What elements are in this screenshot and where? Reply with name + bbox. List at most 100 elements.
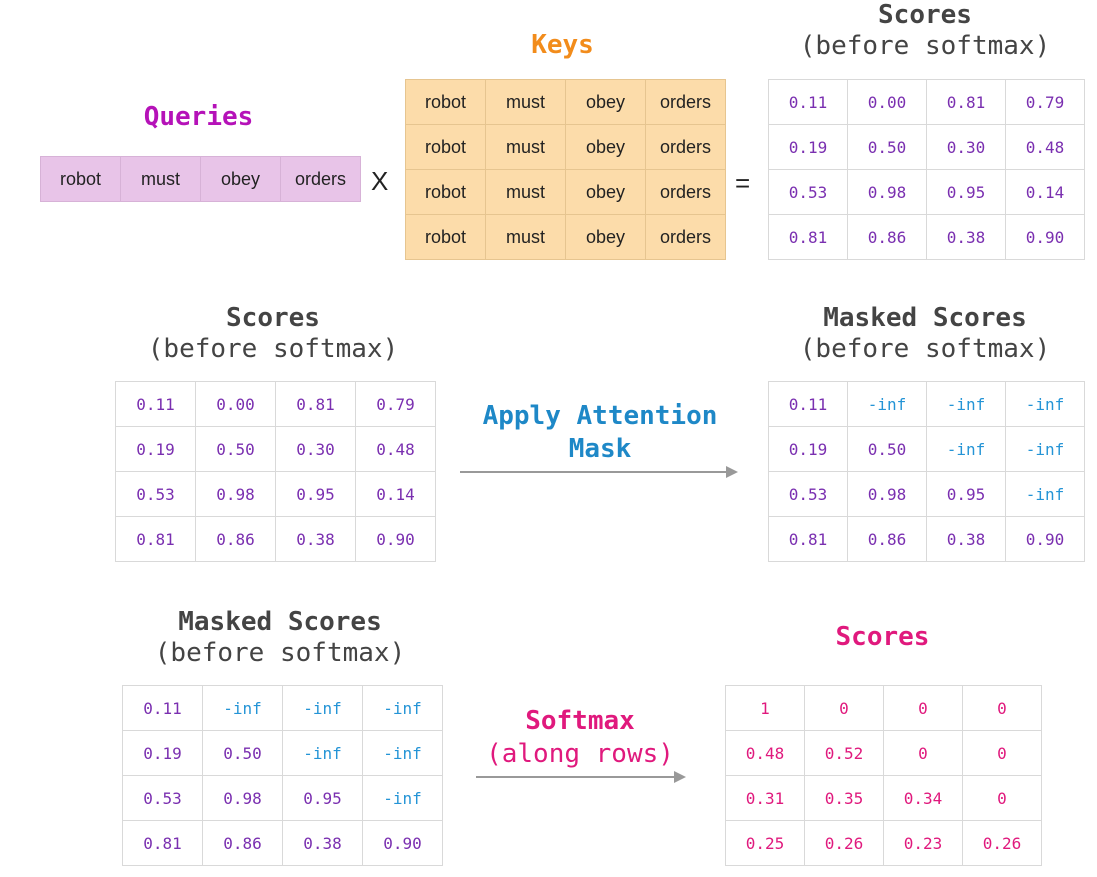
softmax-label: Softmax (along rows) xyxy=(486,706,674,769)
table-cell: 0 xyxy=(883,685,963,731)
table-row: 0.81 0.86 0.38 0.90 xyxy=(115,516,436,562)
query-token: robot xyxy=(40,156,121,202)
queries-table: robot must obey orders xyxy=(40,156,361,202)
mask-arrow xyxy=(460,466,738,478)
table-cell: 0.53 xyxy=(115,471,196,517)
table-cell: 0.31 xyxy=(725,775,805,821)
table-row: 0.53 0.98 0.95 -inf xyxy=(768,471,1085,517)
table-cell: 0.48 xyxy=(1005,124,1085,170)
table-cell: 0.53 xyxy=(768,471,848,517)
table-cell: must xyxy=(485,169,566,215)
table-row: 0.19 0.50 -inf -inf xyxy=(122,730,443,776)
table-cell: 0.38 xyxy=(282,820,363,866)
table-cell: 0.26 xyxy=(962,820,1042,866)
table-row: 0.31 0.35 0.34 0 xyxy=(725,775,1042,821)
table-cell: 0.11 xyxy=(122,685,203,731)
table-cell: 0.25 xyxy=(725,820,805,866)
table-row: 0.53 0.98 0.95 0.14 xyxy=(768,169,1085,215)
table-row: 0.19 0.50 0.30 0.48 xyxy=(768,124,1085,170)
table-cell: 0.81 xyxy=(122,820,203,866)
table-cell: 0.81 xyxy=(768,516,848,562)
table-cell: 0.95 xyxy=(282,775,363,821)
table-cell: 0.26 xyxy=(804,820,884,866)
table-row: 0.19 0.50 -inf -inf xyxy=(768,426,1085,472)
query-token: orders xyxy=(280,156,361,202)
table-row: 0.48 0.52 0 0 xyxy=(725,730,1042,776)
table-cell: 0.11 xyxy=(768,381,848,427)
table-cell: 0.53 xyxy=(122,775,203,821)
table-cell: 0.19 xyxy=(115,426,196,472)
table-cell: 0.53 xyxy=(768,169,848,215)
table-cell: 0.35 xyxy=(804,775,884,821)
table-cell: orders xyxy=(645,169,726,215)
keys-title: Keys xyxy=(531,30,594,60)
table-cell: robot xyxy=(405,214,486,260)
table-cell: 0.30 xyxy=(275,426,356,472)
table-row: robot must obey orders xyxy=(405,214,726,260)
table-cell: 1 xyxy=(725,685,805,731)
table-cell: 0.00 xyxy=(847,79,927,125)
table-cell: 0.19 xyxy=(122,730,203,776)
table-row: 0.11 0.00 0.81 0.79 xyxy=(115,381,436,427)
table-cell: -inf xyxy=(362,775,443,821)
scores-title-row3: Scores xyxy=(835,622,930,652)
table-row: robot must obey orders xyxy=(405,79,726,125)
scores-title-row1: Scores (before softmax) xyxy=(799,0,1051,62)
table-row: 0.53 0.98 0.95 -inf xyxy=(122,775,443,821)
table-row: 0.25 0.26 0.23 0.26 xyxy=(725,820,1042,866)
table-cell: -inf xyxy=(1005,471,1085,517)
table-row: 0.81 0.86 0.38 0.90 xyxy=(768,214,1085,260)
table-cell: 0.98 xyxy=(202,775,283,821)
table-cell: 0.79 xyxy=(355,381,436,427)
table-cell: -inf xyxy=(362,685,443,731)
keys-table: robot must obey orders robot must obey orders ro… xyxy=(405,79,726,260)
table-row: 0.11 -inf -inf -inf xyxy=(122,685,443,731)
table-cell: orders xyxy=(645,79,726,125)
table-cell: must xyxy=(485,79,566,125)
table-cell: 0.86 xyxy=(847,214,927,260)
table-cell: robot xyxy=(405,124,486,170)
table-cell: -inf xyxy=(1005,381,1085,427)
queries-title: Queries xyxy=(143,102,254,132)
table-cell: 0.86 xyxy=(847,516,927,562)
table-cell: 0.19 xyxy=(768,124,848,170)
equals-sign: = xyxy=(735,168,751,198)
table-cell: 0.50 xyxy=(847,124,927,170)
table-cell: -inf xyxy=(362,730,443,776)
table-cell: 0.14 xyxy=(355,471,436,517)
table-cell: 0.79 xyxy=(1005,79,1085,125)
table-cell: 0.50 xyxy=(847,426,927,472)
table-cell: -inf xyxy=(282,730,363,776)
masked-table-row2: 0.11 -inf -inf -inf 0.19 0.50 -inf -inf 0.53 0.98… xyxy=(768,381,1085,562)
table-cell: orders xyxy=(645,124,726,170)
table-cell: 0.95 xyxy=(275,471,356,517)
table-cell: obey xyxy=(565,124,646,170)
table-row: robot must obey orders xyxy=(405,169,726,215)
table-cell: 0.11 xyxy=(768,79,848,125)
table-cell: 0.34 xyxy=(883,775,963,821)
table-cell: 0.50 xyxy=(202,730,283,776)
masked-table-row3: 0.11 -inf -inf -inf 0.19 0.50 -inf -inf 0.53 0.98… xyxy=(122,685,443,866)
table-cell: 0.50 xyxy=(195,426,276,472)
table-cell: orders xyxy=(645,214,726,260)
table-cell: 0.86 xyxy=(202,820,283,866)
table-cell: -inf xyxy=(202,685,283,731)
masked-title-row3: Masked Scores (before softmax) xyxy=(154,607,406,669)
table-cell: 0.90 xyxy=(1005,516,1085,562)
table-cell: 0.98 xyxy=(195,471,276,517)
table-cell: -inf xyxy=(847,381,927,427)
table-row: robot must obey orders xyxy=(405,124,726,170)
table-row: 0.81 0.86 0.38 0.90 xyxy=(122,820,443,866)
scores-table-row1: 0.11 0.00 0.81 0.79 0.19 0.50 0.30 0.48 0.53 0.98… xyxy=(768,79,1085,260)
apply-mask-label: Apply Attention Mask xyxy=(482,401,718,464)
table-cell: -inf xyxy=(282,685,363,731)
table-cell: 0.38 xyxy=(275,516,356,562)
table-cell: 0.95 xyxy=(926,471,1006,517)
table-cell: 0.98 xyxy=(847,471,927,517)
table-cell: 0.90 xyxy=(1005,214,1085,260)
table-cell: 0.98 xyxy=(847,169,927,215)
table-cell: must xyxy=(485,124,566,170)
masked-title-row2: Masked Scores (before softmax) xyxy=(799,303,1051,365)
table-cell: 0.52 xyxy=(804,730,884,776)
